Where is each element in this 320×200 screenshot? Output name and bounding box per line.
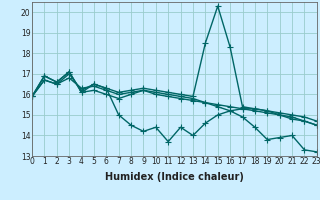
X-axis label: Humidex (Indice chaleur): Humidex (Indice chaleur) [105,172,244,182]
